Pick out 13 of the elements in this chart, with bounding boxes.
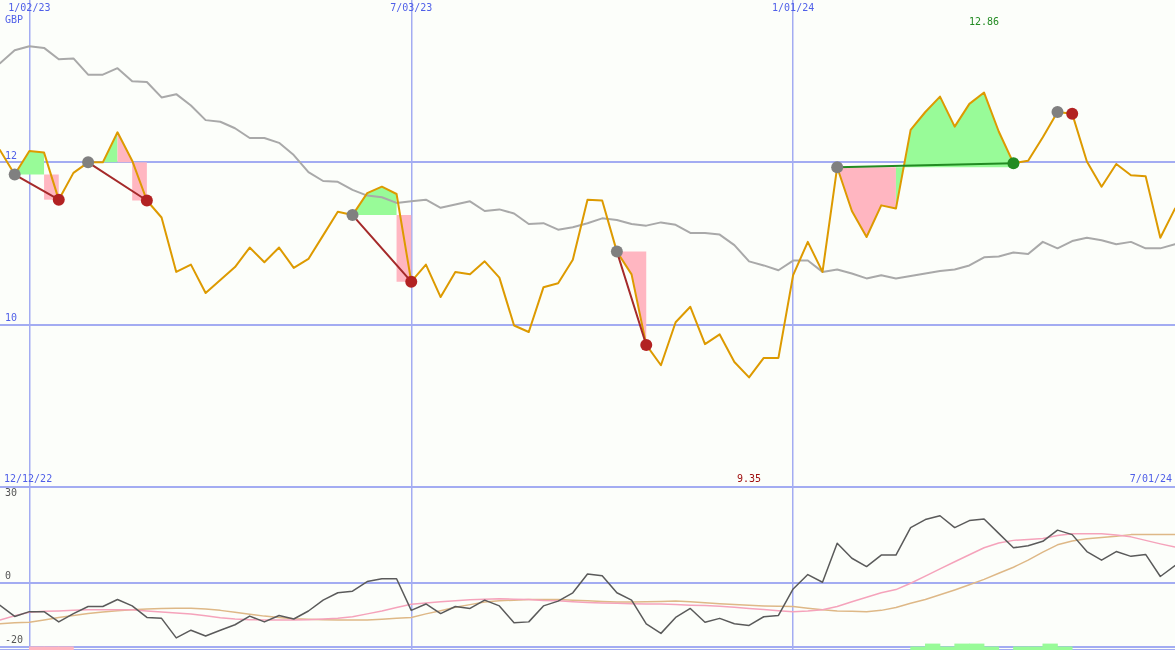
annotation: 12/12/22 — [4, 472, 53, 484]
y-tick-label: -20 — [5, 634, 24, 646]
y-tick-label: 10 — [5, 312, 18, 324]
x-tick-label: 7/03/23 — [390, 1, 433, 13]
y-tick-label: 0 — [5, 570, 12, 582]
x-tick-label: 1/01/24 — [772, 1, 815, 13]
annotation: 9.35 — [737, 472, 762, 484]
x-tick-label: 1/02/23 — [8, 1, 51, 13]
annotation: 12.86 — [969, 15, 1000, 27]
y-tick-label: 12 — [5, 149, 18, 161]
y-tick-label: 30 — [5, 486, 18, 498]
y-axis-title: GBP — [5, 13, 24, 25]
annotation: 7/01/24 — [1129, 472, 1172, 484]
